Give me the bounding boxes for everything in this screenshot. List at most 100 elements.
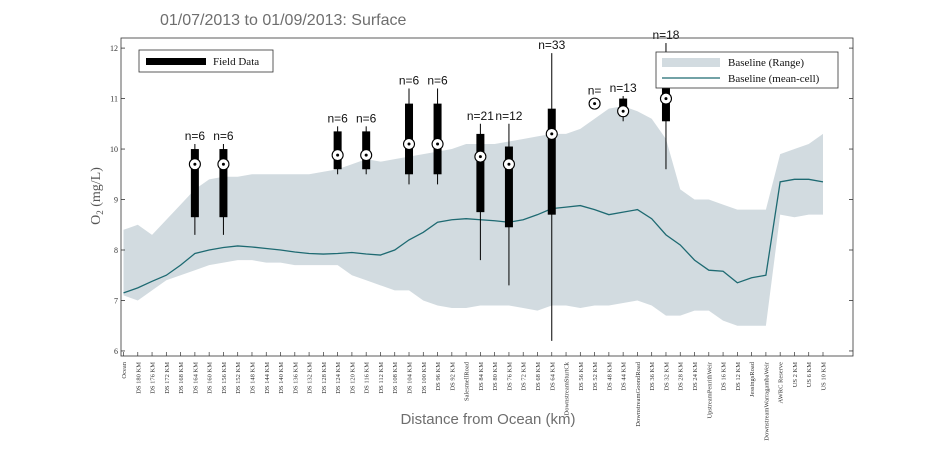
- x-tick-label: DS 96 KM: [435, 362, 442, 391]
- box-median-dot: [664, 97, 668, 101]
- box-median-dot: [478, 155, 482, 159]
- x-tick-label: DS 28 KM: [678, 362, 685, 391]
- x-tick-label: DS 176 KM: [150, 362, 157, 394]
- x-tick-label: DownstreamWarragambaWeir: [763, 361, 770, 441]
- x-tick-label: DS 32 KM: [663, 362, 670, 391]
- x-tick-label: DS 52 KM: [592, 362, 599, 391]
- x-tick-label: DS 112 KM: [378, 362, 385, 394]
- x-tick-label: DownstreamSturtCk: [564, 361, 571, 415]
- x-tick-label: DS 128 KM: [321, 362, 328, 394]
- x-tick-label: DS 156 KM: [221, 362, 228, 394]
- legend-field-swatch: [146, 58, 206, 65]
- box-count-label: n=6: [327, 111, 348, 125]
- box-median-dot: [593, 102, 597, 106]
- box-count-label: n=18: [652, 28, 679, 42]
- x-tick-label: DS 56 KM: [578, 362, 585, 391]
- field-data-box: n=6: [427, 73, 448, 185]
- x-tick-label: DS 68 KM: [535, 362, 542, 391]
- box-iqr: [190, 149, 199, 218]
- x-tick-label: DS 80 KM: [492, 362, 499, 391]
- box-median-dot: [364, 153, 368, 157]
- box-median-dot: [407, 142, 411, 146]
- box-median-dot: [193, 162, 197, 166]
- y-tick-label: 10: [110, 145, 118, 154]
- y-tick-label: 8: [114, 246, 118, 255]
- field-data-box: n=6: [399, 73, 420, 185]
- x-tick-label: DS 44 KM: [621, 362, 628, 391]
- x-tick-label: DS 132 KM: [307, 362, 314, 394]
- legend-field-data: Field Data: [138, 49, 274, 73]
- baseline-mean-line: [123, 178, 824, 294]
- x-tick-label: Ocean: [121, 361, 128, 378]
- baseline-range-band: [123, 106, 823, 326]
- x-tick-label: DS 16 KM: [721, 362, 728, 391]
- x-tick-label: US 2 KM: [792, 362, 799, 388]
- x-tick-label: DS 100 KM: [421, 362, 428, 394]
- y-tick-label: 6: [114, 347, 118, 356]
- y-axis: 6 7 8 9 10 11 12: [110, 44, 853, 356]
- field-data-box: n=: [588, 84, 602, 110]
- box-median-dot: [336, 153, 340, 157]
- box-count-label: n=6: [356, 111, 377, 125]
- plot-border: [120, 37, 854, 357]
- legend-baseline: Baseline (Range) Baseline (mean-cell): [655, 51, 839, 89]
- x-tick-label: DS 12 KM: [735, 362, 742, 391]
- field-data-box: n=13: [610, 81, 637, 122]
- x-tick-label: DS 160 KM: [207, 362, 214, 394]
- x-tick-label: DS 124 KM: [335, 362, 342, 394]
- x-tick-label: DS 48 KM: [606, 362, 613, 391]
- box-count-label: n=6: [427, 73, 448, 87]
- x-tick-label: DS 144 KM: [264, 362, 271, 394]
- field-data-box: n=12: [495, 109, 523, 286]
- box-iqr: [219, 149, 228, 218]
- legend-range-swatch: [662, 58, 720, 67]
- x-tick-label: DS 120 KM: [349, 362, 356, 394]
- box-count-label: n=: [588, 84, 602, 98]
- field-data-box: n=6: [185, 129, 206, 235]
- field-data-box: n=6: [213, 129, 234, 235]
- field-data-box: n=33: [538, 38, 566, 341]
- x-tick-label: SalesmellRoad: [464, 361, 471, 401]
- field-data-box: n=6: [356, 111, 377, 175]
- x-tick-label: DS 140 KM: [278, 362, 285, 394]
- x-tick-label: DownstreamGoondRoad: [635, 361, 642, 426]
- legend-range-label: Baseline (Range): [728, 57, 804, 69]
- x-tick-label: AWRC Reserve: [778, 362, 785, 404]
- x-tick-label: DS 148 KM: [249, 362, 256, 394]
- x-tick-label: US 10 KM: [821, 362, 828, 391]
- x-tick-label: DS 180 KM: [135, 362, 142, 394]
- x-tick-label: JessingsRoad: [749, 361, 756, 397]
- y-tick-label: 11: [110, 95, 118, 104]
- x-tick-label: US 6 KM: [806, 362, 813, 388]
- x-tick-label: DS 116 KM: [364, 362, 371, 394]
- box-count-label: n=6: [185, 129, 206, 143]
- legend-field-label: Field Data: [213, 56, 259, 68]
- x-tick-label: DS 136 KM: [292, 362, 299, 394]
- chart-title: 01/07/2013 to 01/09/2013: Surface: [160, 12, 407, 29]
- box-iqr: [547, 108, 556, 215]
- field-data-boxes: n=6 n=6 n=6 n=6 n=6 n=6 n=21 n=12 n=33 n= n=13 n=18: [185, 28, 680, 341]
- field-data-box: n=18: [652, 28, 680, 170]
- plot-area: n=6 n=6 n=6 n=6 n=6 n=6 n=21 n=12 n=33 n= n=13 n=18: [120, 28, 854, 357]
- x-tick-label: DS 152 KM: [235, 362, 242, 394]
- box-count-label: n=33: [538, 38, 565, 52]
- x-tick-label: UpstreamPenrithWeir: [706, 361, 713, 418]
- box-median-dot: [221, 162, 225, 166]
- box-median-dot: [550, 132, 554, 136]
- x-tick-label: DS 164 KM: [192, 362, 199, 394]
- x-tick-label: DS 84 KM: [478, 362, 485, 391]
- box-count-label: n=21: [467, 109, 494, 123]
- legend-mean-label: Baseline (mean-cell): [728, 73, 820, 85]
- x-tick-label: DS 76 KM: [506, 362, 513, 391]
- box-median-dot: [436, 142, 440, 146]
- x-axis-label: Distance from Ocean (km): [400, 411, 575, 428]
- box-count-label: n=12: [495, 109, 522, 123]
- x-tick-label: DS 108 KM: [392, 362, 399, 394]
- y-tick-label: 9: [114, 196, 118, 205]
- x-tick-label: DS 168 KM: [178, 362, 185, 394]
- box-count-label: n=13: [610, 81, 637, 95]
- x-tick-label: DS 24 KM: [692, 362, 699, 391]
- box-iqr: [476, 133, 485, 213]
- field-data-box: n=6: [327, 111, 348, 175]
